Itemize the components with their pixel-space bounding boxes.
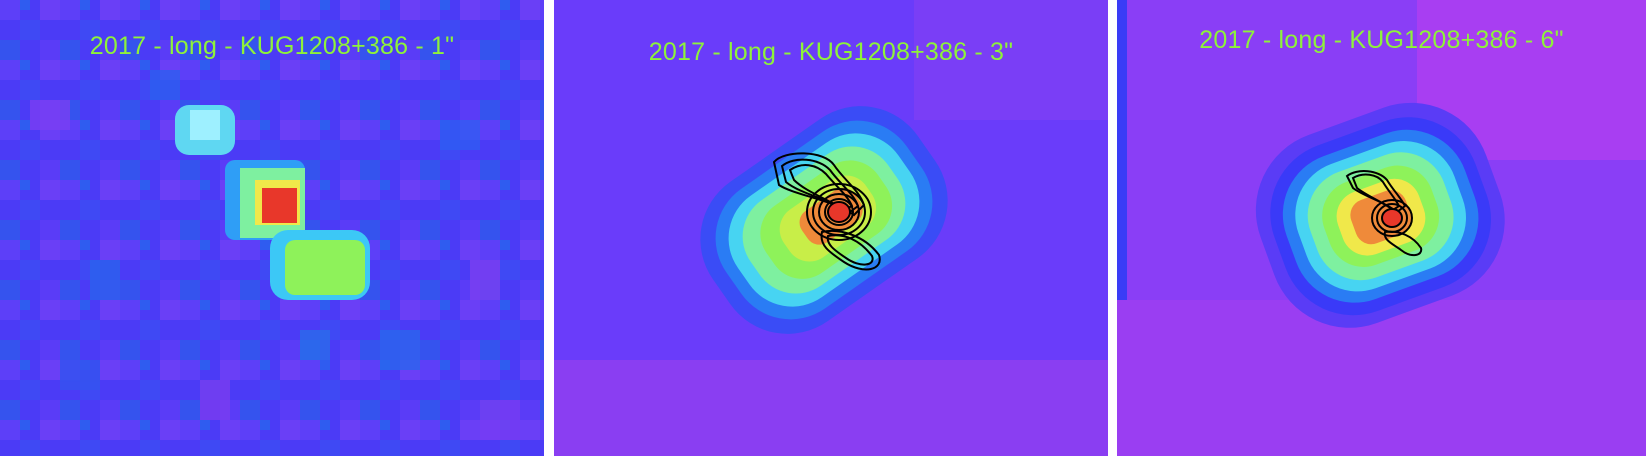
image-panel-1arcsec: 2017 - long - KUG1208+386 - 1" <box>0 0 544 456</box>
radio-map-3arcsec <box>554 0 1108 456</box>
image-panel-3arcsec: 2017 - long - KUG1208+386 - 3" <box>554 0 1108 456</box>
radio-map-6arcsec <box>1117 0 1646 456</box>
panel-caption: 2017 - long - KUG1208+386 - 6" <box>1199 26 1564 54</box>
panel-caption: 2017 - long - KUG1208+386 - 3" <box>648 38 1014 66</box>
image-panel-6arcsec: 2017 - long - KUG1208+386 - 6" <box>1117 0 1646 456</box>
panel-caption: 2017 - long - KUG1208+386 - 1" <box>89 32 455 60</box>
radio-map-1arcsec <box>0 0 544 456</box>
